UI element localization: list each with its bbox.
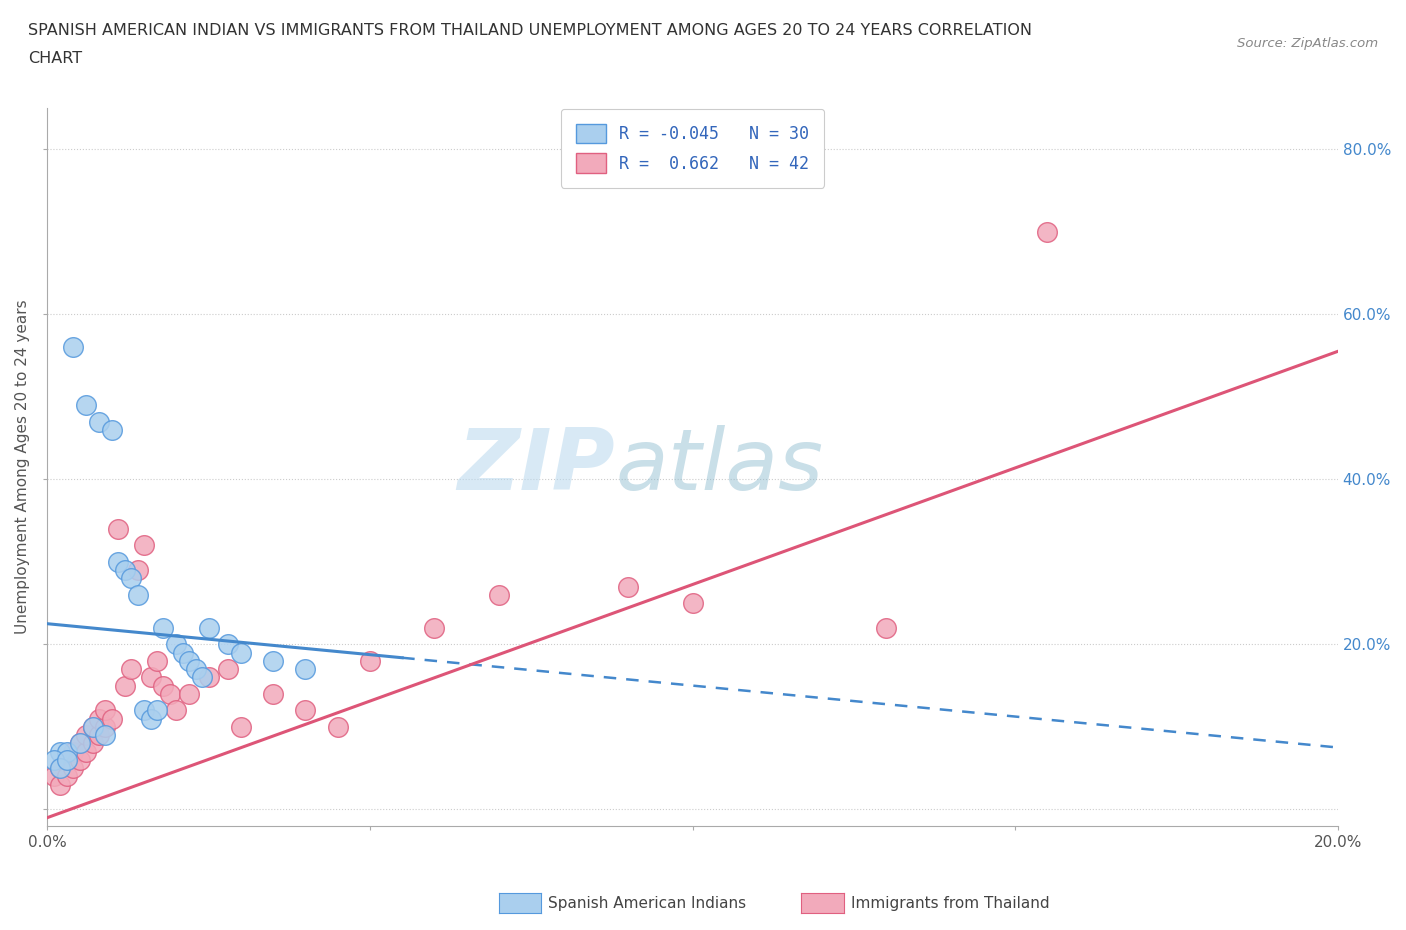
Point — [62, 761, 84, 776]
Point — [165, 637, 187, 652]
Point — [94, 703, 117, 718]
Point — [682, 595, 704, 610]
Point — [55, 744, 77, 759]
Point — [69, 736, 91, 751]
Point — [101, 422, 124, 437]
Point — [184, 661, 207, 676]
Point — [42, 769, 65, 784]
Point — [87, 711, 110, 726]
Point — [62, 744, 84, 759]
Legend: R = -0.045   N = 30, R =  0.662   N = 42: R = -0.045 N = 30, R = 0.662 N = 42 — [561, 109, 824, 188]
Point — [146, 654, 169, 669]
Point — [82, 736, 104, 751]
Point — [179, 654, 201, 669]
Point — [69, 752, 91, 767]
Text: CHART: CHART — [28, 51, 82, 66]
Point — [82, 720, 104, 735]
Text: Spanish American Indians: Spanish American Indians — [548, 896, 747, 910]
Point — [107, 554, 129, 569]
Point — [101, 711, 124, 726]
Text: ZIP: ZIP — [457, 425, 614, 509]
Point — [191, 670, 214, 684]
Point — [49, 761, 72, 776]
Point — [165, 703, 187, 718]
Point — [62, 339, 84, 354]
Point — [152, 620, 174, 635]
Point — [423, 620, 446, 635]
Point — [42, 752, 65, 767]
Point — [159, 686, 181, 701]
Point — [217, 661, 239, 676]
Point — [75, 727, 97, 742]
Point — [107, 522, 129, 537]
Point — [294, 661, 316, 676]
Point — [55, 752, 77, 767]
Point — [139, 670, 162, 684]
Point — [229, 720, 252, 735]
Point — [875, 620, 897, 635]
Text: SPANISH AMERICAN INDIAN VS IMMIGRANTS FROM THAILAND UNEMPLOYMENT AMONG AGES 20 T: SPANISH AMERICAN INDIAN VS IMMIGRANTS FR… — [28, 23, 1032, 38]
Point — [326, 720, 349, 735]
Point — [120, 661, 142, 676]
Point — [49, 744, 72, 759]
Point — [179, 686, 201, 701]
Point — [87, 727, 110, 742]
Point — [359, 654, 381, 669]
Point — [120, 571, 142, 586]
Point — [69, 736, 91, 751]
Point — [617, 579, 640, 594]
Text: atlas: atlas — [614, 425, 823, 509]
Point — [55, 769, 77, 784]
Point — [114, 563, 136, 578]
Point — [94, 727, 117, 742]
Point — [488, 588, 510, 603]
Point — [139, 711, 162, 726]
Point — [262, 654, 284, 669]
Point — [82, 720, 104, 735]
Point — [197, 620, 219, 635]
Point — [262, 686, 284, 701]
Point — [146, 703, 169, 718]
Point — [172, 645, 194, 660]
Point — [134, 538, 156, 552]
Point — [229, 645, 252, 660]
Point — [49, 761, 72, 776]
Point — [75, 744, 97, 759]
Point — [49, 777, 72, 792]
Text: Source: ZipAtlas.com: Source: ZipAtlas.com — [1237, 37, 1378, 50]
Y-axis label: Unemployment Among Ages 20 to 24 years: Unemployment Among Ages 20 to 24 years — [15, 299, 30, 634]
Text: Immigrants from Thailand: Immigrants from Thailand — [851, 896, 1049, 910]
Point — [94, 720, 117, 735]
Point — [1036, 224, 1059, 239]
Point — [127, 588, 149, 603]
Point — [55, 752, 77, 767]
Point — [75, 398, 97, 413]
Point — [87, 414, 110, 429]
Point — [197, 670, 219, 684]
Point — [217, 637, 239, 652]
Point — [127, 563, 149, 578]
Point — [134, 703, 156, 718]
Point — [152, 678, 174, 693]
Point — [114, 678, 136, 693]
Point — [294, 703, 316, 718]
